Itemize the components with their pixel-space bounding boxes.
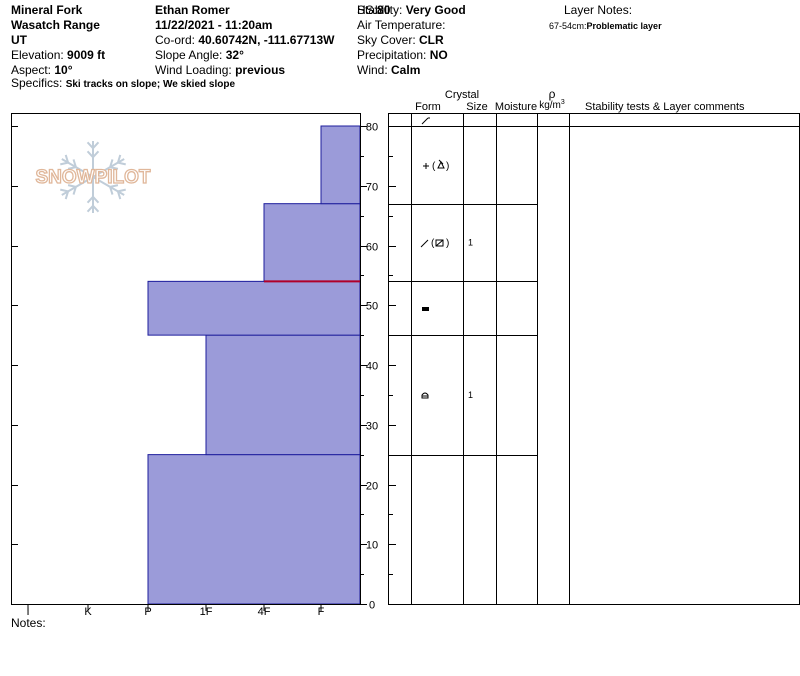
header-value: Very Good [405, 3, 466, 17]
header-value: NO [429, 48, 448, 62]
logo-text: SNOWPILOT [35, 167, 150, 188]
column-size: Size [466, 101, 487, 113]
header-col2-row-1: 11/22/2021 - 11:20am [155, 18, 272, 32]
y-tick-label-10: 10 [366, 540, 378, 552]
layer-table-frame [388, 113, 800, 605]
header-value: Calm [391, 63, 421, 77]
x-tick-label-F: F [318, 606, 325, 618]
header-label: Elevation: [11, 48, 68, 62]
header-value: 11/22/2021 - 11:20am [155, 18, 273, 32]
x-tick-label-P: P [144, 606, 151, 618]
header-label: Wind: [357, 63, 392, 77]
header-label: Co-ord: [155, 33, 199, 47]
layer-notes-label: Layer Notes: [564, 3, 633, 17]
crystal-header: Crystal [445, 89, 479, 101]
faceted-star-icon [438, 159, 444, 165]
paren-r: ) [446, 238, 449, 249]
y-tick-label-30: 30 [366, 421, 378, 433]
notes-label: Notes: [11, 616, 46, 630]
y-tick-label-70: 70 [366, 182, 378, 194]
snowflake-icon [60, 141, 126, 213]
x-tick-label-K: K [84, 606, 92, 618]
precip-particle-icon [421, 117, 429, 125]
mixed-forms-paren-r: ) [446, 161, 449, 172]
header-col1-row-4: Aspect: 10° [11, 63, 73, 77]
header-label: Precipitation: [357, 48, 430, 62]
size-value-0: 1 [468, 238, 473, 248]
column-moisture: Moisture [495, 101, 537, 113]
column-density-unit: kg/m3 [539, 99, 565, 111]
header-col3-row-3: Precipitation: NO [357, 48, 448, 62]
header-col3-row-4: Wind: Calm [357, 63, 420, 77]
header-col1-row-0: Mineral Fork [11, 3, 82, 17]
snowpilot-logo: SNOWPILOT [35, 141, 152, 213]
hardness-bar-2 [147, 280, 361, 336]
header-label: Wind Loading: [155, 63, 236, 77]
header-label: Aspect: [11, 63, 55, 77]
y-tick-label-80: 80 [366, 122, 378, 134]
hardness-bar-0 [147, 454, 361, 605]
header-col1-row-1: Wasatch Range [11, 18, 100, 32]
column-form: Form [415, 101, 441, 113]
hardness-plot-frame [11, 113, 361, 605]
y-tick-label-20: 20 [366, 481, 378, 493]
header-value: Ethan Romer [155, 3, 230, 17]
hs-readout: HS:80 [357, 3, 391, 17]
header-col2-row-3: Slope Angle: 32° [155, 48, 244, 62]
header-value: 40.60742N, -111.67713W [198, 33, 335, 47]
header-label: Stability: [357, 3, 406, 17]
header-value: Mineral Fork [11, 3, 83, 17]
y-tick-label-40: 40 [366, 361, 378, 373]
header-col3-row-2: Sky Cover: CLR [357, 33, 444, 47]
header-col3-row-0: Stability: Very Good [357, 3, 466, 17]
y-tick-label-50: 50 [366, 301, 378, 313]
header-value: CLR [419, 33, 444, 47]
decomposed-fragments-icon [420, 239, 429, 248]
header-value: UT [11, 33, 27, 47]
faceted-square-diag [435, 239, 444, 247]
hardness-bar-1 [205, 334, 361, 456]
hardness-bar-4 [320, 125, 361, 205]
y-tick-label-60: 60 [366, 242, 378, 254]
header-value: 9009 ft [67, 48, 106, 62]
header-col1-row-3: Elevation: 9009 ft [11, 48, 105, 62]
mixed-forms-paren-l: ( [432, 161, 436, 172]
header-col2-row-4: Wind Loading: previous [155, 63, 285, 77]
x-tick-label-1F: 1F [200, 606, 213, 618]
layer-note: 67-54cm:Problematic layer [549, 21, 662, 31]
header-value: 32° [225, 48, 244, 62]
header-label: Air Temperature: [357, 18, 446, 32]
header-col2-row-0: Ethan Romer [155, 3, 230, 17]
header-col3-row-1: Air Temperature: [357, 18, 445, 32]
header-col1-row-2: UT [11, 33, 27, 47]
x-tick-label-4F: 4F [258, 606, 271, 618]
faceted-triangle-icon [437, 160, 445, 169]
header-value: 10° [54, 63, 73, 77]
faceted-square-icon [435, 239, 444, 247]
size-value-1: 1 [468, 390, 473, 400]
paren-l: ( [431, 238, 435, 249]
column-density-symbol: ρ [549, 87, 556, 101]
depth-hoar-icon [421, 392, 429, 399]
hardness-bar-3 [263, 203, 361, 282]
header-value: previous [235, 63, 286, 77]
header-label: Slope Angle: [155, 48, 226, 62]
x-tick-label-I: I [26, 606, 29, 618]
header-label: Sky Cover: [357, 33, 420, 47]
y-tick-label-0: 0 [369, 600, 375, 612]
specifics: Specifics: Ski tracks on slope; We skied… [11, 76, 236, 90]
column-comments: Stability tests & Layer comments [585, 101, 745, 113]
header-value: Wasatch Range [11, 18, 100, 32]
crust-block-icon [422, 307, 429, 311]
header-col2-row-2: Co-ord: 40.60742N, -111.67713W [155, 33, 334, 47]
